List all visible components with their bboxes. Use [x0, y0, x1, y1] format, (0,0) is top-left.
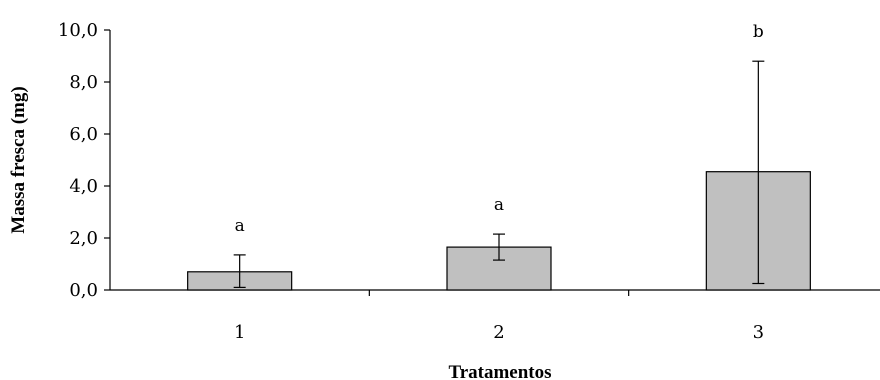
y-axis: 0,0 2,0 4,0 6,0 8,0 10,0 [58, 20, 111, 301]
y-tick-label: 0,0 [69, 280, 98, 301]
y-tick-label: 4,0 [69, 176, 98, 197]
significance-label: a [494, 195, 504, 215]
x-tick-label: 3 [753, 322, 764, 343]
y-tick-label: 2,0 [69, 228, 98, 249]
bars: a a b [187, 22, 811, 291]
y-tick-label: 6,0 [69, 124, 98, 145]
bar [446, 246, 552, 291]
y-axis-title: Massa fresca (mg) [8, 86, 29, 233]
significance-label: a [235, 216, 245, 236]
y-tick-label: 10,0 [58, 20, 98, 41]
x-tick-label: 2 [493, 322, 504, 343]
x-tick-label: 1 [234, 322, 245, 343]
x-axis-title: Tratamentos [448, 362, 551, 380]
x-axis: 1 2 3 [110, 289, 880, 343]
y-tick-label: 8,0 [69, 72, 98, 93]
significance-label: b [753, 22, 764, 42]
